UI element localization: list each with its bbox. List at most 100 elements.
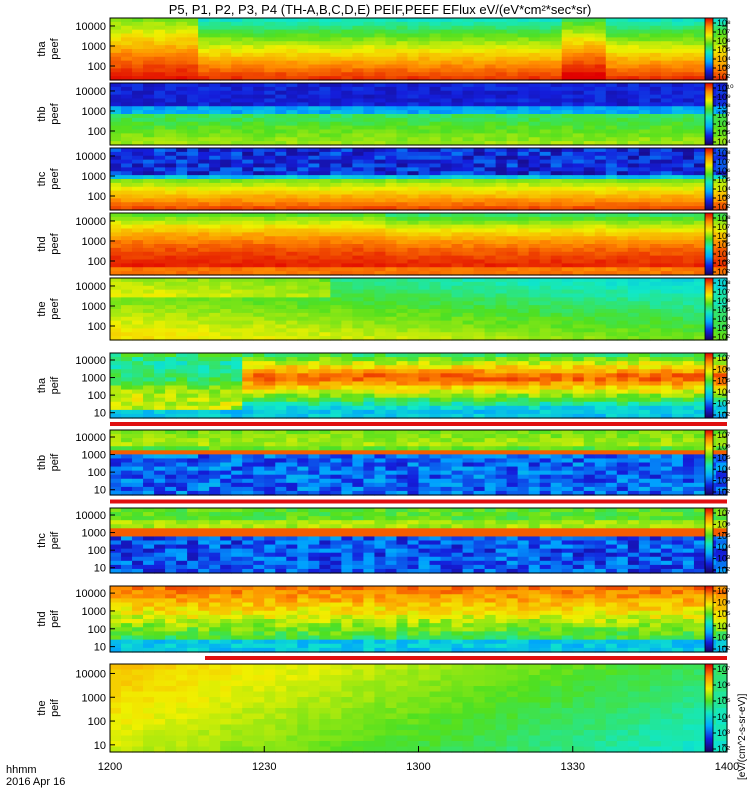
heatmap-cell: [154, 263, 166, 268]
heatmap-cell: [594, 309, 607, 314]
colorbar: [704, 147, 714, 211]
heatmap-cell: [176, 377, 188, 383]
heatmap-cell: [638, 263, 651, 268]
heatmap-cell: [550, 224, 563, 230]
heatmap-cell: [176, 21, 188, 27]
heatmap-cell: [242, 377, 254, 383]
heatmap-cell: [319, 324, 331, 329]
colorbar-tick-label: 10²: [717, 332, 730, 342]
heatmap-cell: [264, 76, 276, 81]
heatmap-cell: [671, 167, 684, 172]
heatmap-cell: [319, 121, 331, 127]
heatmap-cell: [418, 21, 431, 27]
heatmap-cell: [396, 182, 409, 188]
heatmap-cell: [627, 202, 640, 207]
heatmap-cell: [627, 125, 640, 131]
heatmap-cell: [275, 155, 287, 161]
heatmap-cell: [176, 86, 188, 92]
heatmap-cell: [715, 155, 728, 161]
heatmap-cell: [253, 293, 265, 298]
heatmap-cell: [572, 289, 585, 295]
heatmap-cell: [715, 328, 728, 333]
heatmap-cell: [330, 316, 342, 322]
heatmap-cell: [627, 49, 640, 54]
heatmap-cell: [231, 86, 243, 92]
heatmap-cell: [275, 224, 287, 230]
heatmap-cell: [209, 167, 221, 172]
heatmap-cell: [418, 301, 431, 306]
heatmap-cell: [363, 159, 376, 165]
heatmap-cell: [638, 278, 651, 283]
heatmap-cell: [110, 21, 122, 27]
heatmap-cell: [429, 240, 442, 245]
heatmap-cell: [330, 190, 342, 196]
heatmap-cell: [671, 64, 684, 69]
heatmap-cell: [242, 316, 254, 322]
heatmap-cell: [649, 316, 662, 322]
heatmap-cell: [330, 220, 342, 226]
heatmap-cell: [286, 259, 298, 264]
heatmap-cell: [627, 324, 640, 329]
heatmap-cell: [220, 18, 232, 23]
heatmap-cell: [671, 29, 684, 35]
heatmap-cell: [561, 271, 574, 276]
heatmap-cell: [143, 213, 155, 218]
heatmap-cell: [319, 297, 331, 302]
heatmap-cell: [429, 159, 442, 165]
heatmap-cell: [539, 244, 552, 249]
heatmap-cell: [352, 228, 365, 233]
heatmap-cell: [649, 72, 662, 77]
heatmap-cell: [209, 182, 221, 188]
heatmap-cell: [143, 141, 155, 146]
heatmap-cell: [220, 141, 232, 146]
heatmap-cell: [264, 37, 276, 42]
heatmap-cell: [649, 21, 662, 27]
heatmap-cell: [594, 76, 607, 81]
heatmap-cell: [154, 68, 166, 73]
heatmap-cell: [231, 114, 243, 119]
heatmap-cell: [627, 259, 640, 264]
heatmap-cell: [660, 72, 673, 77]
heatmap-cell: [418, 202, 431, 207]
heatmap-cell: [594, 121, 607, 127]
heatmap-cell: [264, 401, 276, 407]
heatmap-cell: [220, 60, 232, 66]
heatmap-cell: [374, 163, 387, 168]
heatmap-cell: [484, 148, 497, 153]
heatmap-cell: [275, 159, 287, 165]
heatmap-cell: [627, 72, 640, 77]
heatmap-cell: [352, 361, 365, 366]
heatmap-cell: [165, 236, 177, 241]
heatmap-cell: [605, 45, 618, 50]
heatmap-cell: [341, 365, 353, 370]
heatmap-cell: [198, 202, 210, 207]
heatmap-cell: [165, 121, 177, 127]
heatmap-cell: [352, 49, 365, 54]
heatmap-cell: [396, 64, 409, 69]
heatmap-cell: [374, 216, 387, 222]
heatmap-cell: [484, 45, 497, 50]
heatmap-cell: [616, 167, 629, 172]
y-tick-label: 100: [88, 256, 106, 268]
heatmap-cell: [110, 377, 122, 383]
heatmap-cell: [506, 289, 519, 295]
heatmap-cell: [396, 194, 409, 199]
heatmap-cell: [319, 244, 331, 249]
heatmap-cell: [165, 377, 177, 383]
heatmap-cell: [473, 155, 486, 161]
heatmap-cell: [605, 278, 618, 283]
heatmap-cell: [451, 232, 464, 237]
heatmap-cell: [176, 102, 188, 107]
heatmap-cell: [506, 163, 519, 168]
heatmap-cell: [264, 106, 276, 111]
heatmap-cell: [132, 198, 144, 203]
heatmap-cell: [143, 110, 155, 115]
heatmap-cell: [341, 389, 353, 395]
heatmap-cell: [693, 167, 706, 172]
heatmap-cell: [418, 141, 431, 146]
heatmap-cell: [220, 86, 232, 92]
heatmap-cell: [253, 86, 265, 92]
heatmap-cell: [286, 357, 298, 362]
heatmap-cell: [605, 332, 618, 337]
heatmap-cell: [231, 271, 243, 276]
